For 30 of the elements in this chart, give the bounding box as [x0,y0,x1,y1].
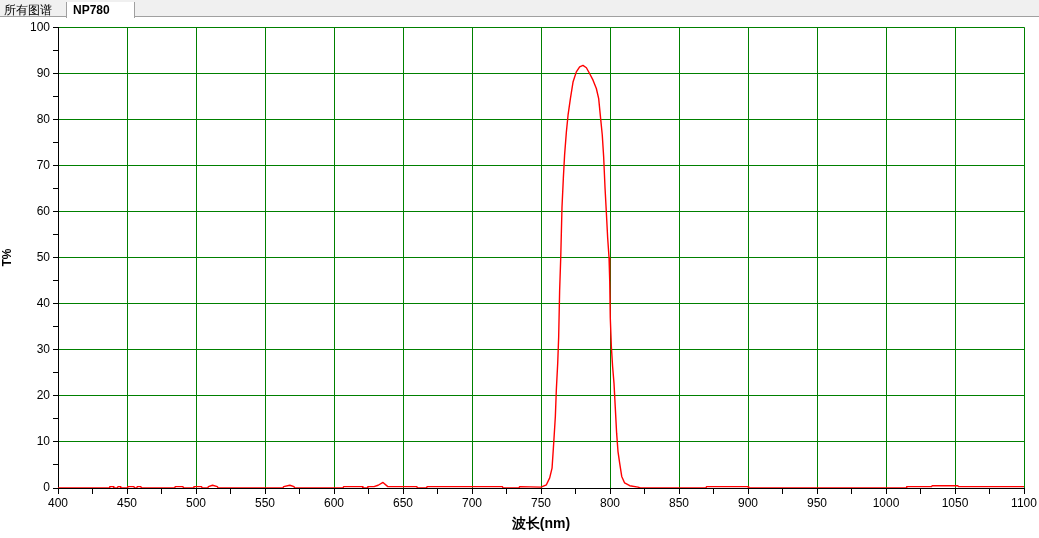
x-tick-label: 1000 [872,495,900,510]
x-tick-label: 800 [599,495,621,510]
y-tick-label: 60 [36,203,51,218]
y-tick-label: 50 [36,249,51,264]
x-tick-label: 900 [737,495,759,510]
y-tick-label: 40 [36,295,51,310]
x-tick-label: 750 [530,495,552,510]
x-tick-label: 700 [461,495,483,510]
x-tick-label: 500 [185,495,207,510]
y-tick-label: 0 [43,480,51,495]
x-tick-label: 650 [392,495,414,510]
x-tick-label: 950 [806,495,828,510]
x-tick-label: 400 [47,495,69,510]
y-tick-label: 90 [36,65,51,80]
chart-title: NP780 [67,2,135,18]
x-tick-label: 450 [116,495,138,510]
x-tick-label: 550 [254,495,276,510]
x-axis-title: 波长(nm) [510,515,571,532]
x-tick-label: 600 [323,495,345,510]
x-tick-label: 850 [668,495,690,510]
y-tick-label: 30 [36,342,51,357]
y-tick-label: 100 [29,19,51,34]
y-tick-label: 10 [36,434,51,449]
text: 所有图谱 [0,2,67,18]
y-tick-label: 70 [36,157,51,172]
y-tick-label: 20 [36,388,51,403]
x-tick-label: 1050 [941,495,969,510]
y-tick-label: 80 [36,111,51,126]
y-axis-title: T% [0,248,14,267]
x-tick-label: 1100 [1011,495,1038,510]
